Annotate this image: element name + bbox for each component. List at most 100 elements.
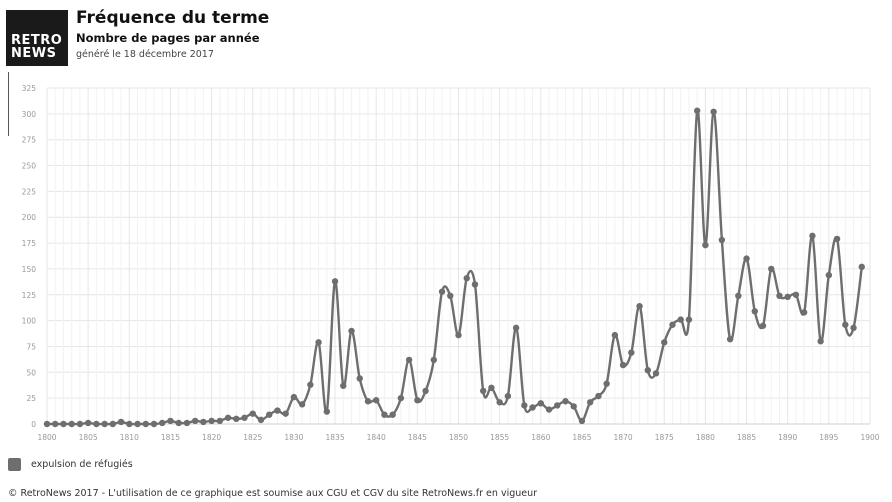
data-point — [463, 275, 470, 282]
data-point — [249, 410, 256, 417]
data-point — [331, 278, 339, 285]
x-tick-label: 1800 — [37, 433, 56, 442]
retronews-logo: RETRO NEWS — [6, 10, 68, 66]
data-point — [340, 382, 347, 389]
data-point — [233, 415, 240, 423]
data-point — [792, 291, 800, 298]
data-point — [159, 419, 166, 427]
data-point — [603, 380, 610, 387]
x-tick-label: 1895 — [819, 433, 838, 442]
x-tick-label: 1840 — [367, 433, 386, 442]
side-divider — [8, 72, 9, 136]
y-tick-label: 225 — [22, 187, 37, 196]
data-point — [685, 316, 693, 323]
data-point — [150, 420, 158, 428]
data-point — [554, 402, 561, 409]
x-tick-label: 1880 — [696, 433, 715, 442]
data-point — [117, 418, 125, 426]
data-point — [43, 420, 51, 428]
data-point — [447, 292, 454, 300]
x-tick-label: 1810 — [120, 433, 139, 442]
data-point — [93, 420, 100, 428]
data-point — [257, 416, 265, 424]
data-point — [504, 392, 512, 400]
y-tick-label: 75 — [26, 342, 36, 351]
data-point — [307, 381, 314, 388]
x-tick-label: 1875 — [655, 433, 674, 442]
data-point — [735, 292, 742, 300]
data-point — [76, 420, 84, 428]
data-point — [134, 420, 141, 428]
data-point — [562, 398, 569, 405]
data-point — [364, 398, 372, 405]
data-point — [479, 387, 487, 395]
x-tick-label: 1865 — [572, 433, 591, 442]
y-tick-label: 200 — [22, 213, 37, 222]
data-point — [422, 387, 429, 395]
data-point — [167, 417, 174, 425]
data-point — [718, 236, 726, 244]
data-point — [537, 400, 544, 407]
data-point — [109, 420, 117, 428]
data-point — [200, 418, 207, 426]
x-tick-label: 1805 — [79, 433, 98, 442]
data-point — [373, 397, 380, 404]
data-point — [496, 399, 503, 406]
data-point — [101, 420, 108, 428]
data-point — [743, 255, 750, 262]
data-point — [809, 232, 816, 240]
y-tick-label: 100 — [22, 317, 37, 326]
data-point — [68, 420, 75, 428]
y-tick-label: 325 — [22, 84, 37, 93]
data-point — [175, 419, 182, 427]
data-point — [570, 403, 577, 410]
line-chart: 0 25 50 75 100 125 150 175 200 225 250 275 300 325 18… — [22, 84, 880, 442]
data-point — [628, 349, 635, 356]
data-point — [512, 324, 520, 332]
data-point — [586, 399, 594, 406]
x-axis-ticks: 1800 1805 1810 1815 1820 1825 1830 1835 1840 1845… — [37, 433, 879, 442]
x-tick-label: 1815 — [161, 433, 180, 442]
x-tick-label: 1890 — [778, 433, 797, 442]
data-point — [817, 338, 824, 345]
y-tick-label: 175 — [22, 239, 37, 248]
logo-text-news: NEWS — [11, 46, 57, 61]
legend-swatch — [8, 458, 21, 471]
footer-copyright: © RetroNews 2017 - L'utilisation de ce g… — [8, 488, 538, 499]
data-point — [677, 316, 684, 323]
x-tick-label: 1830 — [284, 433, 303, 442]
data-point — [850, 324, 857, 332]
chart-legend: expulsion de réfugiés — [8, 458, 133, 471]
x-tick-label: 1835 — [326, 433, 345, 442]
x-tick-label: 1900 — [860, 433, 879, 442]
data-point — [636, 302, 643, 310]
data-point — [644, 367, 651, 374]
data-point — [266, 411, 273, 418]
data-point — [529, 404, 536, 411]
data-point — [414, 397, 421, 404]
y-axis-ticks: 0 25 50 75 100 125 150 175 200 225 250 275 300 325 — [22, 84, 37, 429]
data-point — [611, 331, 619, 339]
legend-label: expulsion de réfugiés — [31, 459, 133, 470]
data-point — [652, 370, 660, 377]
data-point — [191, 417, 199, 425]
data-point — [323, 408, 331, 415]
data-point — [800, 309, 808, 316]
data-point — [768, 265, 775, 273]
data-point — [208, 417, 215, 425]
data-point — [282, 410, 289, 417]
chart-series — [43, 107, 865, 428]
data-point — [381, 411, 388, 418]
data-point — [595, 392, 602, 400]
data-point — [405, 356, 413, 364]
data-point — [356, 375, 363, 382]
data-point — [578, 417, 586, 425]
data-point — [619, 361, 627, 369]
data-point — [241, 414, 248, 421]
x-tick-label: 1825 — [243, 433, 262, 442]
x-tick-label: 1855 — [490, 433, 509, 442]
data-point — [315, 339, 322, 346]
generated-date: généré le 18 décembre 2017 — [76, 49, 214, 60]
data-point — [545, 406, 553, 413]
x-tick-label: 1845 — [408, 433, 427, 442]
